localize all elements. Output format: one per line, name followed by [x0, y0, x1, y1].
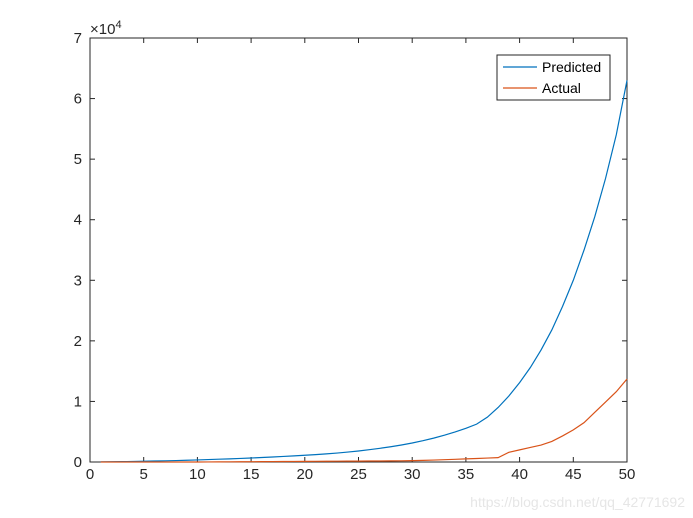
y-tick-label: 7	[74, 30, 82, 47]
y-tick-label: 6	[74, 91, 82, 108]
legend-label-actual: Actual	[542, 80, 581, 96]
x-tick-label: 45	[565, 466, 582, 483]
watermark: https://blog.csdn.net/qq_42771692	[470, 494, 685, 510]
y-axis-ticks: 0 1 2 3 4 5 6 7	[74, 30, 627, 471]
y-tick-label: 5	[74, 151, 82, 168]
legend: Predicted Actual	[496, 54, 611, 101]
x-tick-label: 5	[140, 466, 148, 483]
x-tick-label: 20	[296, 466, 313, 483]
y-tick-label: 4	[74, 212, 82, 229]
y-exponent-base: ×10	[90, 21, 115, 38]
x-tick-label: 35	[458, 466, 475, 483]
plot-area	[89, 37, 628, 463]
x-tick-label: 50	[619, 466, 636, 483]
x-axis-ticks: 0 5 10 15 20 25 30 35 40 45 50	[86, 38, 636, 483]
y-tick-label: 0	[74, 454, 82, 471]
y-tick-label: 3	[74, 272, 82, 289]
x-tick-label: 0	[86, 466, 94, 483]
legend-label-predicted: Predicted	[542, 59, 601, 75]
y-exponent-power: 4	[115, 19, 121, 31]
y-tick-label: 1	[74, 393, 82, 410]
x-tick-label: 30	[404, 466, 421, 483]
x-tick-label: 40	[511, 466, 528, 483]
series-line-predicted	[100, 80, 628, 463]
x-tick-label: 10	[189, 466, 206, 483]
y-exponent-label: ×104	[90, 19, 122, 38]
x-tick-label: 15	[243, 466, 260, 483]
y-tick-label: 2	[74, 333, 82, 350]
legend-box	[496, 54, 611, 101]
series-layer	[100, 80, 628, 463]
series-line-actual	[100, 378, 628, 463]
x-tick-label: 25	[350, 466, 367, 483]
